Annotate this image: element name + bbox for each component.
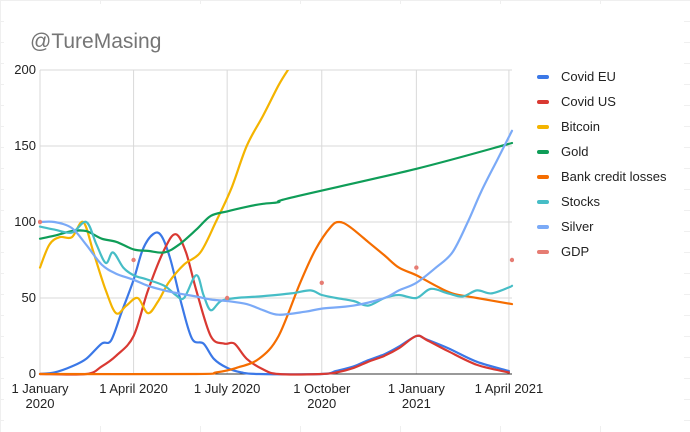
x-tick-label-line: 2021 xyxy=(402,396,431,411)
legend-swatch xyxy=(537,99,549,104)
legend-label: Covid US xyxy=(561,94,616,109)
legend-item-bank-credit-losses[interactable]: Bank credit losses xyxy=(537,164,667,189)
series-stocks-line xyxy=(38,220,514,312)
legend-swatch xyxy=(537,224,549,229)
series-bitcoin-line xyxy=(38,70,290,315)
chart-title: @TureMasing xyxy=(30,30,162,53)
series-gdp-point xyxy=(131,257,136,263)
legend[interactable]: Covid EU Covid US Bitcoin Gold Bank credit l… xyxy=(537,64,667,264)
legend-item-gdp[interactable]: GDP xyxy=(537,239,667,264)
legend-label: Silver xyxy=(561,219,594,234)
x-tick-label: 1 January 2021 xyxy=(388,381,446,411)
legend-swatch xyxy=(537,124,549,129)
legend-item-stocks[interactable]: Stocks xyxy=(537,189,667,214)
legend-swatch xyxy=(537,249,549,254)
legend-label: GDP xyxy=(561,244,590,259)
y-tick-label: 150 xyxy=(14,138,36,153)
series-covid-us-line xyxy=(38,233,510,376)
legend-label: Bitcoin xyxy=(561,119,601,134)
series-covid-eu-line xyxy=(38,231,510,376)
series-gdp-point xyxy=(509,257,514,263)
x-tick-label-line: 2020 xyxy=(307,396,336,411)
y-tick-label: 0 xyxy=(29,366,36,381)
x-tick-label: 1 April 2021 xyxy=(475,381,544,396)
legend-label: Stocks xyxy=(561,194,601,209)
legend-item-silver[interactable]: Silver xyxy=(537,214,667,239)
chart-card[interactable]: 0 50 100 150 200 1 January 2020 1 April 2020 1 J… xyxy=(4,4,684,426)
legend-label: Bank credit losses xyxy=(561,169,667,184)
y-tick-label: 100 xyxy=(14,214,36,229)
x-tick-label-line: 1 April 2021 xyxy=(475,381,544,396)
series-silver-line xyxy=(38,129,514,316)
series-gdp-point xyxy=(414,265,419,270)
legend-item-covid-us[interactable]: Covid US xyxy=(537,89,667,114)
x-tick-label-line: 1 January xyxy=(11,381,69,396)
legend-swatch xyxy=(537,74,549,79)
legend-swatch xyxy=(537,174,549,179)
plot-area xyxy=(38,70,514,376)
x-tick-label-line: 1 April 2020 xyxy=(99,381,168,396)
series-gdp-point xyxy=(224,295,230,301)
legend-swatch xyxy=(537,149,549,154)
x-tick-label: 1 July 2020 xyxy=(194,381,261,396)
x-tick-label: 1 October 2020 xyxy=(293,381,351,411)
legend-item-bitcoin[interactable]: Bitcoin xyxy=(537,114,667,139)
y-tick-label: 50 xyxy=(22,290,36,305)
series-gdp-point xyxy=(319,280,324,285)
x-tick-label-line: 1 October xyxy=(293,381,351,396)
series-bank-credit-losses-line xyxy=(38,220,514,376)
series-gold-line xyxy=(38,141,514,254)
x-tick-label: 1 April 2020 xyxy=(99,381,168,396)
legend-label: Gold xyxy=(561,144,589,159)
legend-item-covid-eu[interactable]: Covid EU xyxy=(537,64,667,89)
x-tick-label-line: 1 July 2020 xyxy=(194,381,261,396)
x-tick-label-line: 2020 xyxy=(26,396,55,411)
x-tick-label: 1 January 2020 xyxy=(11,381,69,411)
y-tick-label: 200 xyxy=(14,62,36,77)
series-gdp-point xyxy=(38,219,43,225)
x-tick-label-line: 1 January xyxy=(388,381,446,396)
legend-swatch xyxy=(537,199,549,204)
legend-item-gold[interactable]: Gold xyxy=(537,139,667,164)
legend-label: Covid EU xyxy=(561,69,616,84)
